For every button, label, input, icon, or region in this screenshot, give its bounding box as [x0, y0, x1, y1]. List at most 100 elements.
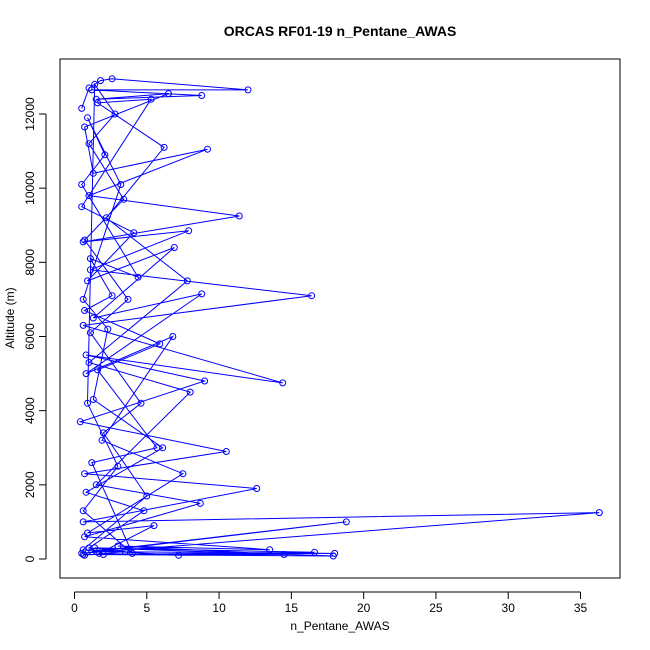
data-point — [97, 77, 104, 85]
data-point — [99, 429, 107, 437]
data-point — [198, 290, 206, 298]
data-point — [86, 266, 94, 274]
data-point — [98, 436, 106, 444]
data-point — [196, 499, 204, 507]
data-point — [101, 151, 109, 159]
data-point — [82, 370, 90, 378]
data-point — [89, 314, 97, 322]
data-point — [81, 551, 89, 559]
y-tick-label: 12000 — [23, 97, 37, 131]
data-point — [76, 418, 84, 426]
data-point — [128, 549, 136, 557]
data-point — [86, 329, 94, 337]
data-point — [280, 551, 288, 558]
y-tick-label: 10000 — [23, 171, 37, 205]
data-point — [92, 95, 100, 103]
data-point — [253, 485, 261, 492]
data-point — [79, 295, 87, 303]
y-tick-label: 0 — [23, 555, 37, 562]
data-point — [91, 80, 99, 88]
data-point — [81, 236, 89, 244]
data-point — [137, 399, 145, 407]
data-point — [244, 86, 252, 94]
data-point — [94, 366, 102, 374]
data-point — [114, 542, 122, 550]
data-point — [311, 548, 318, 556]
data-point — [84, 114, 91, 122]
y-tick-label: 6000 — [23, 323, 37, 350]
y-axis: 0 2000 4000 6000 8000 10000 12000 — [23, 97, 47, 562]
x-tick-label: 25 — [429, 601, 443, 615]
x-axis: 0 5 10 15 20 25 30 35 — [71, 591, 587, 615]
data-point — [222, 448, 230, 455]
data-point — [81, 123, 89, 131]
data-point — [159, 444, 167, 452]
x-tick-label: 10 — [212, 601, 226, 615]
data-point — [85, 544, 93, 552]
data-point — [92, 481, 100, 489]
data-point — [81, 470, 89, 478]
data-point — [124, 295, 132, 303]
data-point — [89, 396, 97, 403]
data-point — [117, 181, 125, 188]
data-point — [79, 238, 87, 246]
data-point — [198, 92, 206, 99]
data-point — [95, 549, 103, 557]
data-point — [170, 244, 178, 251]
data-point — [78, 181, 86, 188]
data-point — [201, 377, 209, 385]
x-tick-label: 30 — [502, 601, 516, 615]
data-point — [121, 548, 129, 556]
y-tick-label: 8000 — [23, 249, 37, 276]
data-point — [84, 277, 91, 285]
data-point — [84, 529, 91, 537]
x-tick-label: 20 — [357, 601, 371, 615]
data-point — [156, 340, 164, 348]
data-point — [134, 273, 142, 281]
x-tick-label: 0 — [71, 601, 78, 615]
data-point — [89, 169, 97, 177]
y-axis-label: Altitude (m) — [3, 287, 17, 348]
data-point — [165, 90, 172, 98]
data-point — [342, 518, 350, 526]
y-tick-label: 4000 — [23, 397, 37, 424]
series-line — [78, 78, 600, 557]
data-point — [85, 192, 93, 200]
data-point — [78, 203, 86, 211]
data-point — [88, 459, 96, 467]
data-point — [79, 518, 87, 526]
data-point — [94, 99, 102, 107]
data-point — [104, 325, 112, 333]
series-layer — [76, 75, 603, 560]
data-point — [79, 507, 87, 515]
data-point — [169, 333, 177, 340]
data-point — [186, 388, 194, 396]
data-point — [85, 359, 93, 366]
chart-title: ORCAS RF01-19 n_Pentane_AWAS — [224, 23, 457, 39]
data-point — [266, 546, 274, 554]
data-point — [108, 292, 116, 300]
data-point — [114, 462, 122, 470]
data-point — [183, 277, 191, 285]
x-tick-label: 15 — [285, 601, 299, 615]
data-point — [308, 292, 316, 300]
x-axis-label: n_Pentane_AWAS — [290, 619, 389, 633]
data-point — [130, 229, 138, 237]
data-point — [82, 351, 90, 359]
data-point — [78, 104, 86, 112]
data-point — [595, 509, 603, 517]
data-point — [204, 145, 211, 153]
data-point — [140, 507, 148, 515]
data-point — [120, 195, 128, 203]
data-point — [329, 552, 337, 560]
data-point — [108, 75, 116, 83]
data-point — [79, 551, 87, 558]
data-point — [147, 95, 155, 103]
data-point — [235, 212, 243, 220]
data-point — [185, 227, 193, 235]
data-point — [84, 399, 91, 407]
data-point — [81, 307, 89, 314]
data-point — [111, 110, 119, 118]
data-point — [175, 551, 183, 559]
